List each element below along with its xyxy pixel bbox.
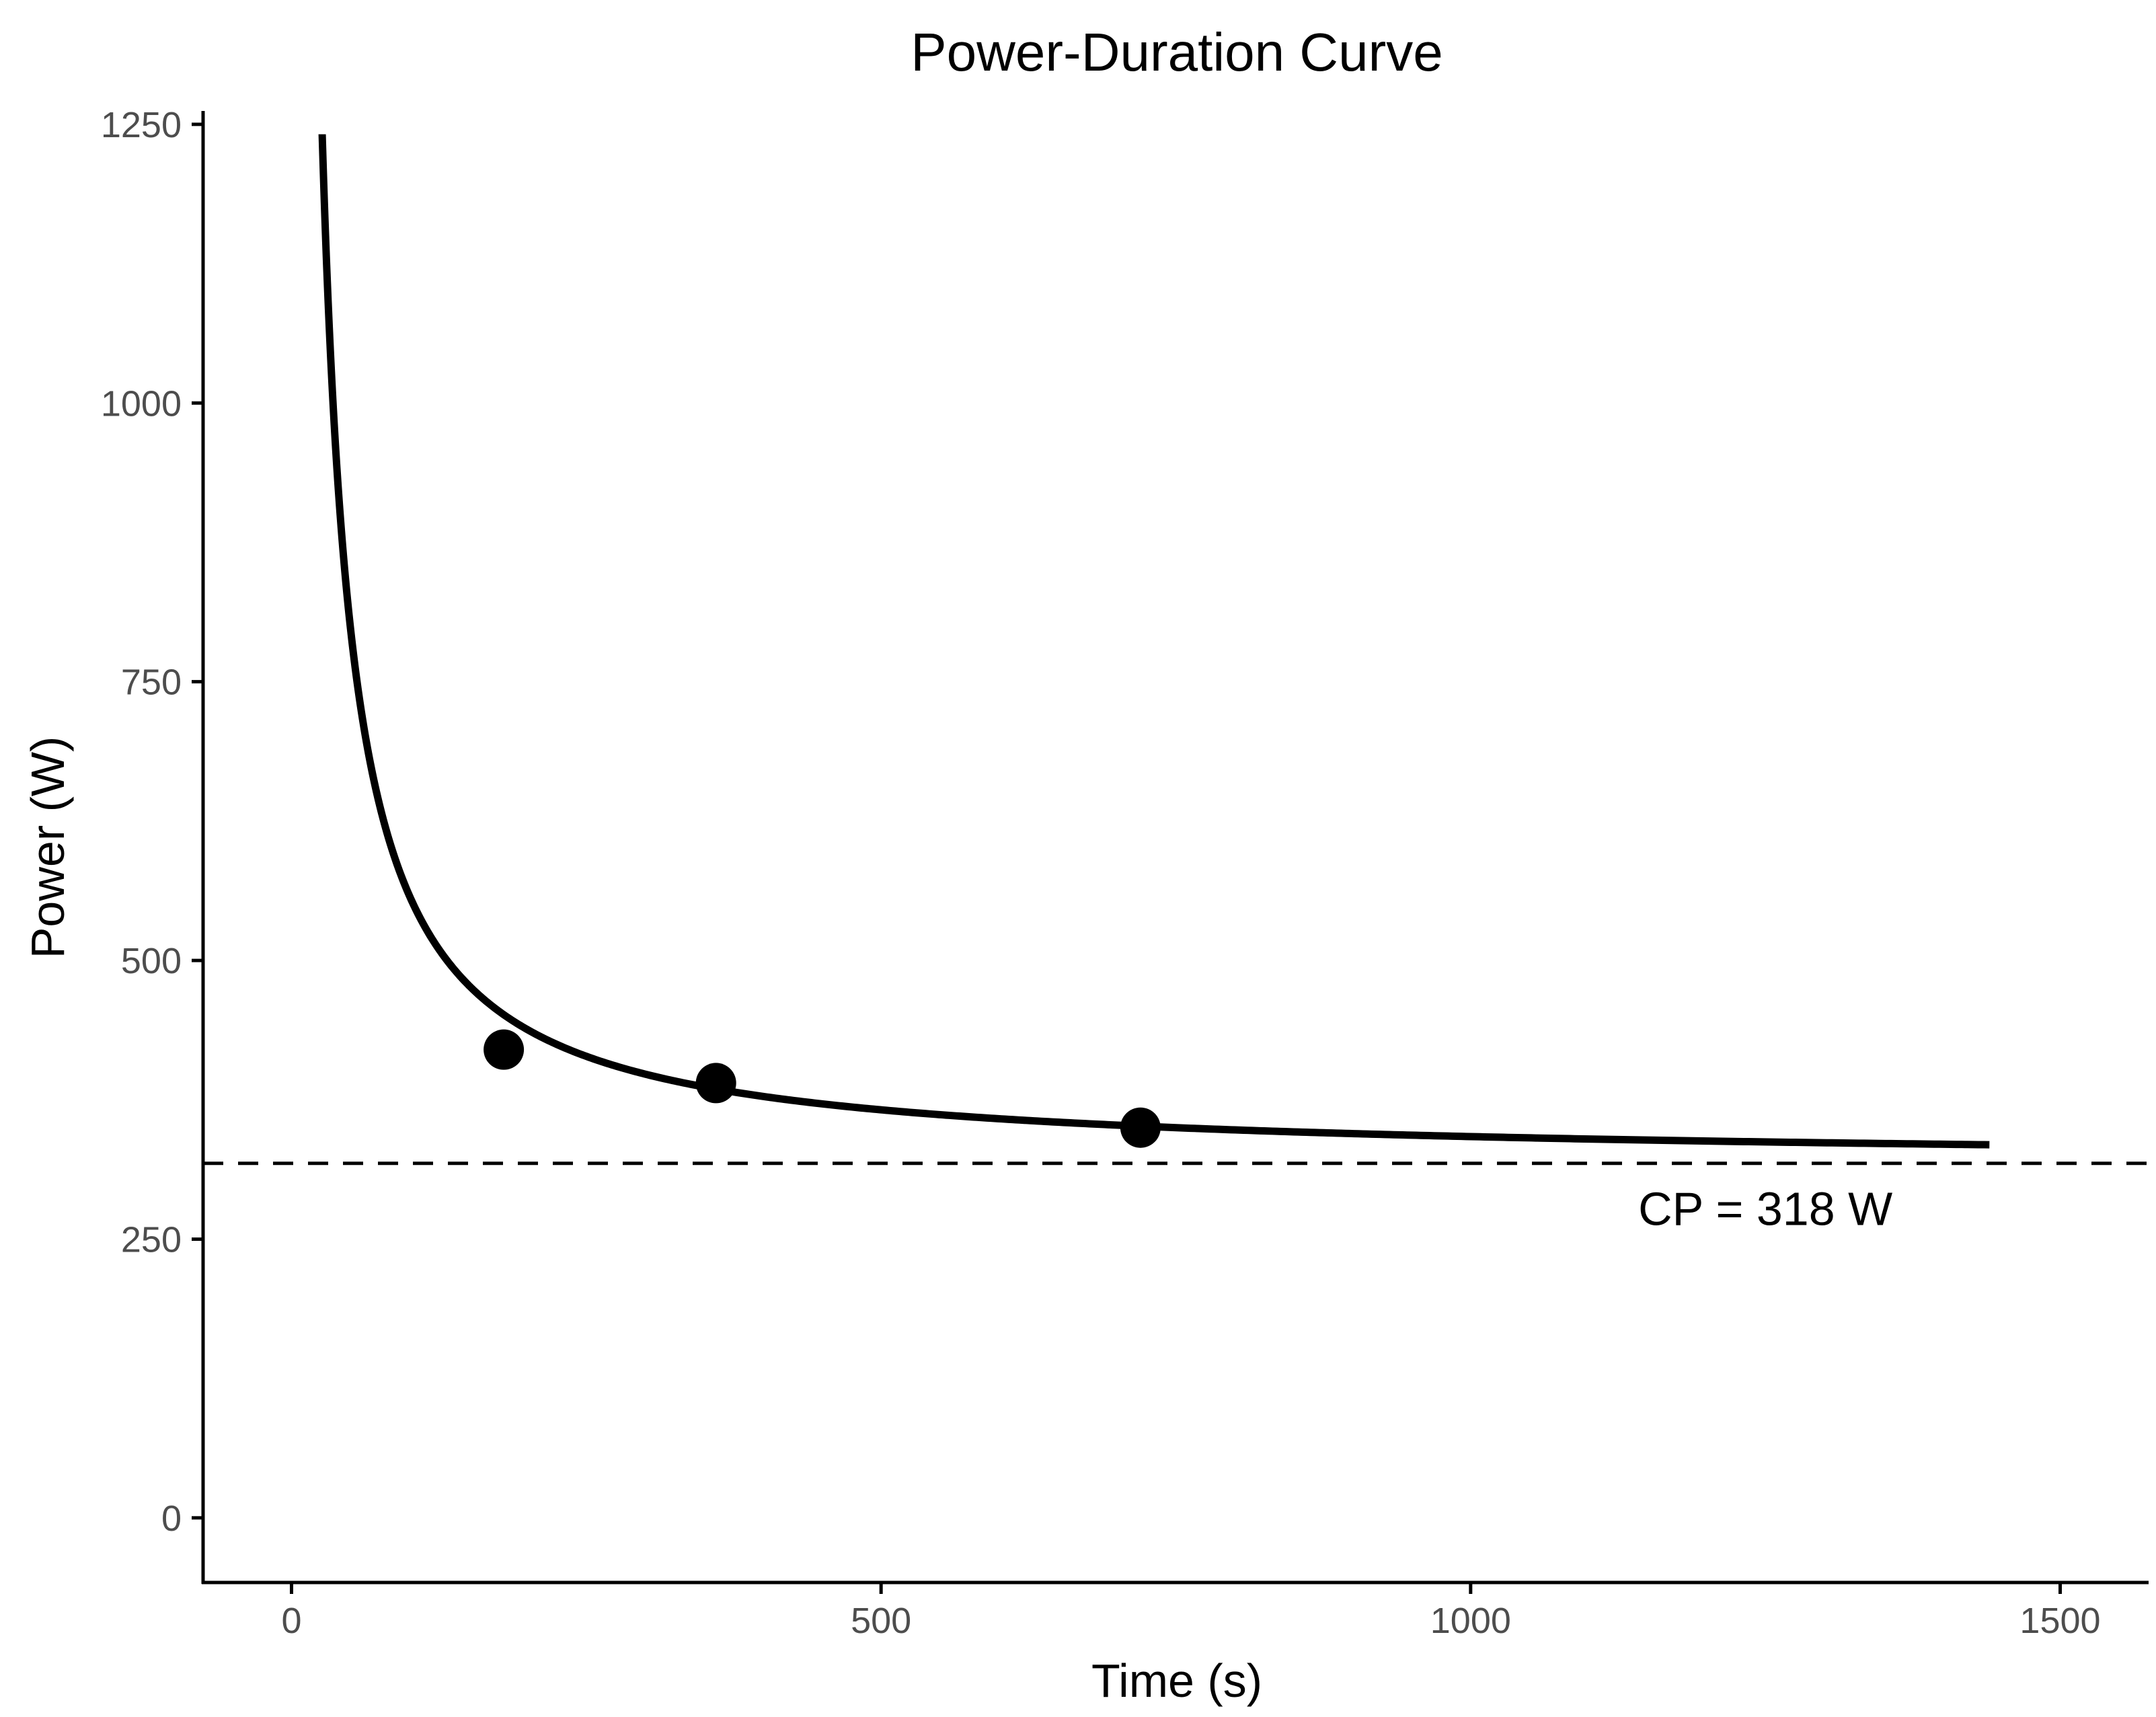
- critical-power-reference: CP = 318 W: [203, 1161, 2149, 1235]
- y-axis-title: Power (W): [22, 736, 74, 959]
- y-axis: 0 250 500 750 1000 1250: [101, 105, 205, 1584]
- data-point-1: [484, 1029, 525, 1070]
- x-axis-title: Time (s): [1091, 1654, 1262, 1707]
- y-tick-label-0: 0: [161, 1498, 182, 1539]
- x-tick-label-0: 0: [281, 1601, 301, 1641]
- data-points: [484, 1029, 1161, 1148]
- x-axis: 0 500 1000 1500: [202, 1580, 2149, 1641]
- y-tick-label-500: 500: [121, 941, 182, 981]
- y-tick-label-750: 750: [121, 662, 182, 703]
- x-tick-label-1500: 1500: [2019, 1601, 2100, 1641]
- y-tick-label-1000: 1000: [101, 383, 182, 424]
- y-tick-label-1250: 1250: [101, 105, 182, 145]
- x-tick-label-1000: 1000: [1430, 1601, 1511, 1641]
- y-tick-label-250: 250: [121, 1219, 182, 1260]
- x-tick-label-500: 500: [851, 1601, 911, 1641]
- data-point-3: [1120, 1107, 1161, 1148]
- data-point-2: [695, 1063, 736, 1104]
- chart-title: Power-Duration Curve: [911, 22, 1442, 82]
- fitted-power-curve: [318, 134, 1990, 1149]
- critical-power-label: CP = 318 W: [1638, 1183, 1892, 1235]
